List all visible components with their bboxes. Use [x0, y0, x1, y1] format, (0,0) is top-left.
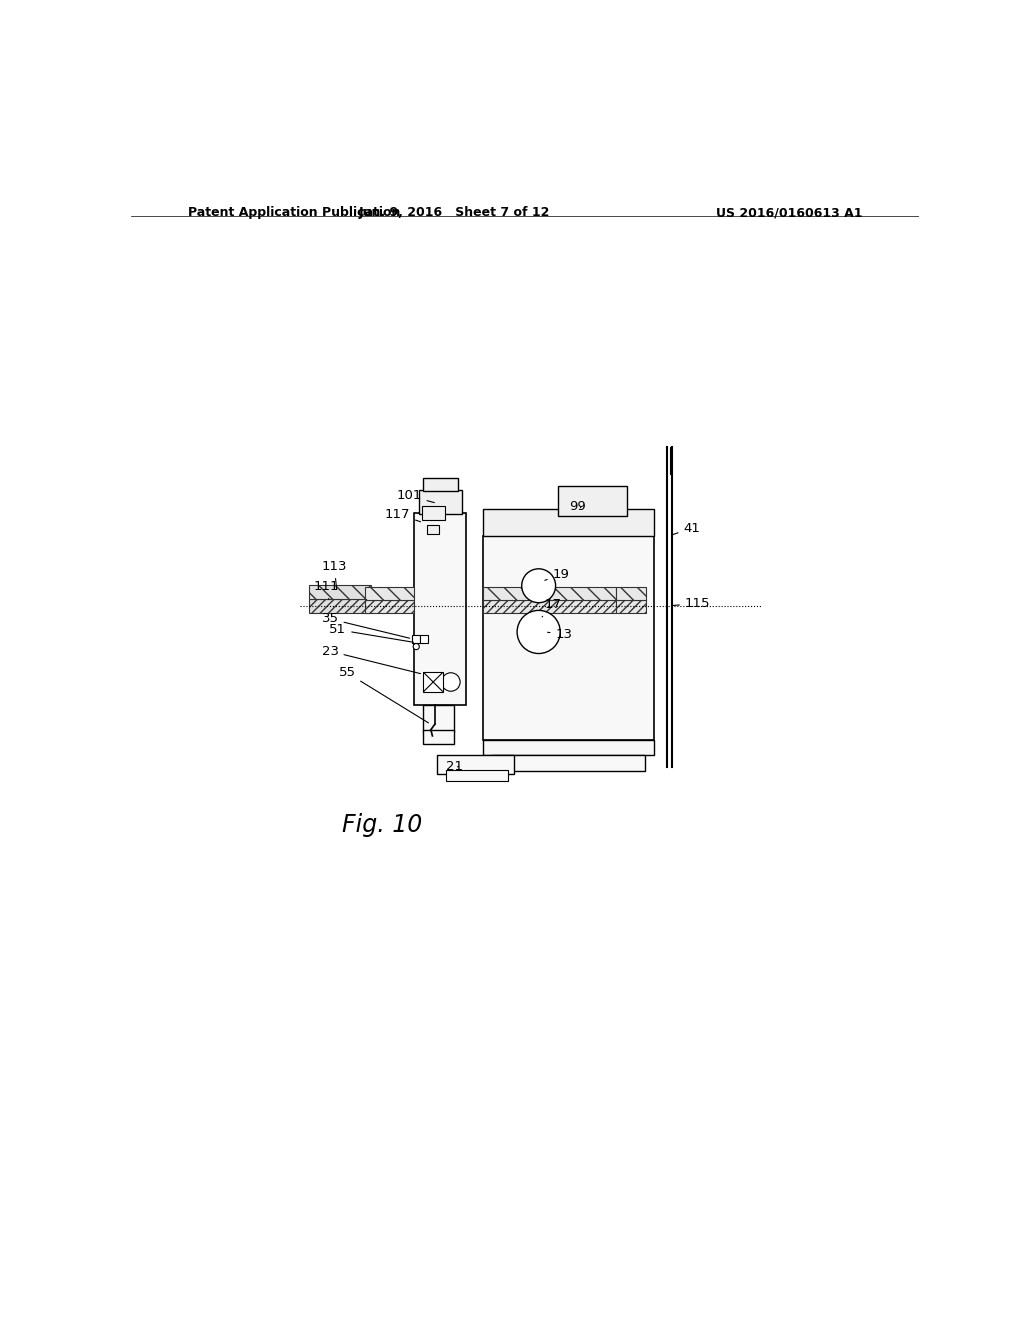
Text: 23: 23 [322, 644, 421, 673]
Bar [309, 585, 371, 599]
Bar [615, 599, 646, 612]
Bar [483, 536, 654, 739]
Bar [423, 478, 458, 491]
Text: 35: 35 [322, 612, 410, 639]
Text: Patent Application Publication: Patent Application Publication [188, 206, 400, 219]
Bar [414, 512, 466, 705]
Bar [483, 586, 615, 599]
Bar [366, 599, 414, 612]
Bar [366, 586, 414, 599]
Bar [423, 672, 443, 692]
Bar [558, 486, 628, 516]
Text: 17: 17 [542, 598, 562, 616]
Circle shape [521, 569, 556, 603]
Text: 99: 99 [569, 500, 586, 513]
Bar [427, 525, 438, 535]
Bar [493, 755, 645, 771]
Text: 115: 115 [673, 597, 711, 610]
Text: 101: 101 [396, 490, 434, 503]
Text: 117: 117 [385, 508, 421, 521]
Text: 19: 19 [545, 568, 569, 581]
Text: 111: 111 [313, 579, 339, 599]
Text: Jun. 9, 2016   Sheet 7 of 12: Jun. 9, 2016 Sheet 7 of 12 [358, 206, 550, 219]
Text: 21: 21 [446, 760, 463, 774]
Text: 41: 41 [672, 521, 700, 535]
Bar [446, 770, 508, 780]
Circle shape [413, 644, 419, 649]
Bar [420, 635, 428, 643]
Bar [483, 739, 654, 755]
Bar [437, 755, 514, 775]
Text: 51: 51 [330, 623, 414, 643]
Bar [423, 705, 454, 733]
Bar [422, 507, 444, 520]
Bar [423, 730, 454, 743]
Text: US 2016/0160613 A1: US 2016/0160613 A1 [716, 206, 862, 219]
Bar [615, 586, 646, 599]
Bar [483, 508, 654, 536]
Circle shape [441, 673, 460, 692]
Text: 55: 55 [339, 667, 428, 723]
Text: 13: 13 [548, 628, 572, 640]
Text: 113: 113 [322, 560, 347, 589]
Circle shape [517, 610, 560, 653]
Text: Fig. 10: Fig. 10 [342, 813, 423, 837]
Bar [419, 490, 462, 515]
Bar [413, 635, 420, 643]
Bar [309, 599, 371, 612]
Bar [483, 599, 615, 612]
